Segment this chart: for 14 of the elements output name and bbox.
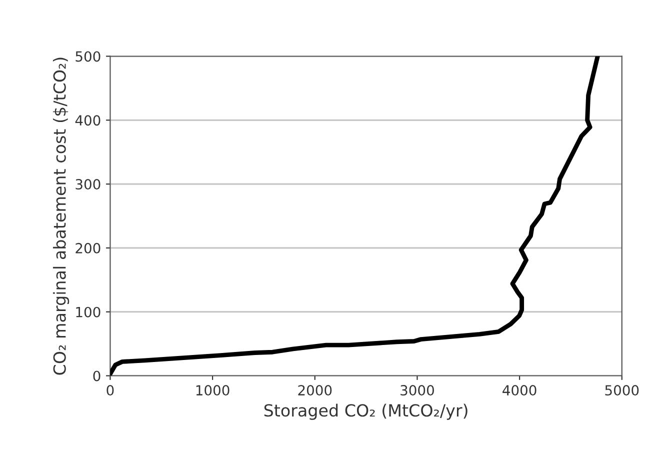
x-tick-label: 3000 (400, 385, 434, 396)
x-tick-label: 0 (106, 385, 114, 396)
y-tick-label: 100 (76, 306, 100, 318)
y-tick-label: 400 (75, 115, 100, 126)
x-axis-title: Storaged CO₂ (MtCO₂/yr) (264, 404, 468, 420)
x-tick-label: 2000 (298, 385, 332, 396)
x-tick-label: 5000 (605, 385, 639, 396)
y-axis-title: CO₂ marginal abatement cost ($/tCO₂) (52, 58, 70, 375)
y-tick-label: 200 (76, 242, 100, 254)
y-tick-label: 500 (76, 51, 100, 62)
y-tick-label: 300 (76, 179, 100, 190)
x-tick-label: 4000 (502, 385, 536, 396)
y-tick-label: 0 (93, 370, 100, 382)
x-tick-label: 1000 (196, 385, 230, 396)
